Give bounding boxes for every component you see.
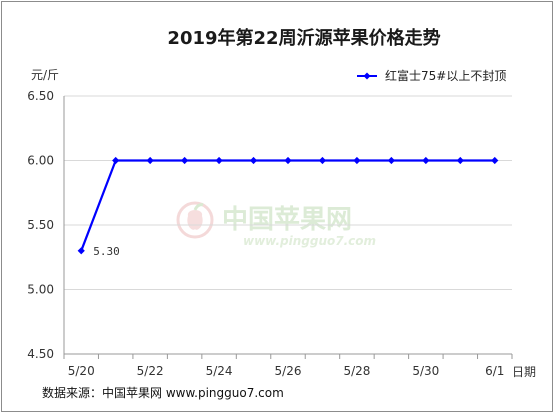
data-point [456, 156, 464, 165]
x-tick-label: 5/24 [206, 364, 233, 378]
gridlines [64, 95, 512, 290]
x-tick-label: 5/26 [275, 364, 302, 378]
y-tick-labels: 6.50 6.00 5.50 5.00 4.50 [27, 89, 54, 361]
x-tick-label: 6/1 [485, 364, 504, 378]
data-point [353, 156, 361, 165]
data-point [422, 156, 430, 165]
data-point [387, 156, 395, 165]
legend-label: 红富士75#以上不封顶 [385, 68, 506, 83]
data-label: 5.30 [93, 245, 120, 258]
y-tick-label: 5.00 [27, 283, 54, 297]
data-point [215, 156, 223, 165]
x-tick-label: 5/20 [68, 364, 95, 378]
y-tick-label: 6.00 [27, 154, 54, 168]
data-point [77, 247, 85, 255]
x-tick-label: 5/28 [343, 364, 370, 378]
data-point [112, 156, 120, 165]
legend-marker [363, 72, 371, 80]
watermark-url: www.pingguo7.com [243, 234, 376, 248]
chart-title: 2019年第22周沂源苹果价格走势 [167, 27, 440, 49]
x-tick-label: 5/22 [137, 364, 164, 378]
x-axis-unit: 日期 [512, 365, 536, 379]
y-axis-unit: 元/斤 [31, 68, 59, 82]
watermark-text: 中国苹果网 [222, 205, 352, 235]
data-point [181, 156, 189, 165]
apple-logo-icon [176, 201, 214, 239]
data-labels: 5.30 [93, 245, 120, 258]
x-tick-label: 5/30 [412, 364, 439, 378]
watermark: 中国苹果网 www.pingguo7.com [176, 201, 376, 248]
data-point [284, 156, 292, 165]
y-tick-label: 4.50 [27, 347, 54, 361]
y-tick-label: 6.50 [27, 89, 54, 103]
x-tick-labels: 5/20 5/22 5/24 5/26 5/28 5/30 6/1 [68, 364, 505, 378]
data-point [491, 156, 499, 165]
series-group [77, 156, 499, 255]
data-source-footer: 数据来源：中国苹果网 www.pingguo7.com [42, 385, 284, 400]
data-point [318, 156, 327, 165]
axes [63, 96, 513, 359]
data-point [249, 156, 258, 165]
legend: 红富士75#以上不封顶 [357, 68, 506, 83]
data-point [146, 156, 154, 165]
y-tick-label: 5.50 [27, 218, 54, 232]
